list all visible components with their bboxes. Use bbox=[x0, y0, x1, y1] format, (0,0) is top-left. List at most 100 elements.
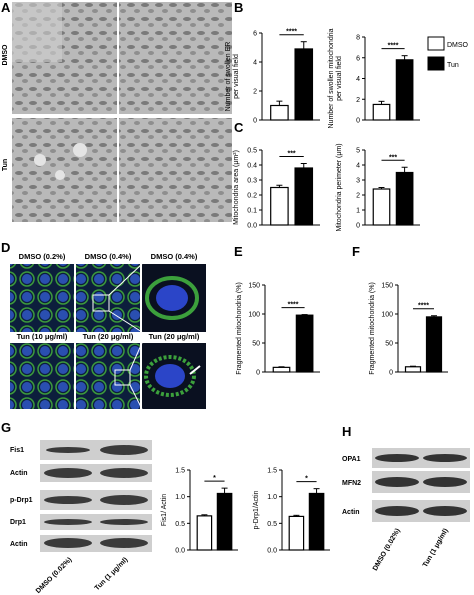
row-label: Tun bbox=[2, 159, 9, 171]
y-tick-label: 0 bbox=[256, 370, 260, 377]
image-label: Tun (20 μg/ml) bbox=[149, 332, 200, 341]
y-tick-label: 3 bbox=[356, 178, 360, 185]
bar bbox=[216, 492, 233, 551]
y-axis-label: Number of swollen mitochondria bbox=[328, 28, 335, 128]
bar bbox=[196, 515, 213, 551]
bar bbox=[395, 171, 414, 226]
y-tick-label: 0.4 bbox=[247, 163, 257, 170]
y-tick-label: 1 bbox=[356, 208, 360, 215]
image-label: Tun (20 μg/ml) bbox=[83, 332, 134, 341]
panel-label: G bbox=[1, 420, 11, 435]
y-tick-label: 150 bbox=[381, 283, 393, 290]
bar bbox=[288, 515, 305, 551]
y-tick-label: 0.5 bbox=[175, 521, 185, 528]
western-blots bbox=[372, 448, 470, 522]
panel-label: A bbox=[1, 0, 11, 15]
image-label: DMSO (0.4%) bbox=[151, 252, 198, 261]
bar bbox=[395, 59, 414, 121]
lane-label: DMSO (0.02%) bbox=[35, 556, 74, 595]
em-images bbox=[12, 2, 232, 222]
blot-label: p-Drp1 bbox=[10, 497, 33, 504]
blot-label: Actin bbox=[10, 470, 28, 477]
y-axis-label: Fragmented mitochondria (%) bbox=[369, 282, 376, 375]
legend-swatch bbox=[427, 36, 445, 51]
y-tick-label: 1.0 bbox=[175, 494, 185, 501]
y-axis-label: Mitochondria area (μm²) bbox=[233, 150, 240, 225]
y-tick-label: 0 bbox=[356, 118, 360, 125]
y-tick-label: 5 bbox=[356, 148, 360, 155]
bar bbox=[308, 492, 325, 551]
y-tick-label: 0 bbox=[356, 223, 360, 230]
image-label: DMSO (0.2%) bbox=[19, 252, 66, 261]
significance: * bbox=[305, 476, 308, 483]
y-tick-label: 2 bbox=[356, 97, 360, 104]
legend-swatch bbox=[427, 56, 445, 71]
panel-label: F bbox=[352, 244, 360, 259]
blot-label: Drp1 bbox=[10, 519, 26, 526]
legend-label: DMSO bbox=[447, 42, 469, 49]
significance: *** bbox=[389, 154, 397, 161]
lane-label: Tun (1 μg/ml) bbox=[94, 556, 130, 592]
y-tick-label: 100 bbox=[381, 312, 393, 319]
y-tick-label: 0.0 bbox=[267, 548, 277, 555]
y-axis-label: Number of swollen ER bbox=[225, 42, 232, 112]
y-axis-label: Fragmented mitochondria (%) bbox=[236, 282, 243, 375]
y-tick-label: 8 bbox=[356, 35, 360, 42]
bar bbox=[425, 316, 443, 373]
image-label: DMSO (0.4%) bbox=[85, 252, 132, 261]
y-axis-label: p-Drp1/Actin bbox=[253, 490, 260, 529]
y-tick-label: 0.0 bbox=[247, 223, 257, 230]
significance: *** bbox=[287, 151, 295, 158]
panel-label: B bbox=[234, 0, 243, 15]
y-tick-label: 0.5 bbox=[247, 148, 257, 155]
western-blots bbox=[40, 440, 152, 552]
bar bbox=[372, 188, 391, 226]
panel-label: C bbox=[234, 120, 244, 135]
panel-label: H bbox=[342, 424, 351, 439]
significance: **** bbox=[418, 303, 429, 310]
y-tick-label: 6 bbox=[253, 31, 257, 38]
image-label: Tun (10 μg/ml) bbox=[17, 332, 68, 341]
bar bbox=[404, 366, 422, 373]
y-axis-label: Mitochondria perimeter (μm) bbox=[336, 143, 343, 231]
y-tick-label: 1.0 bbox=[267, 494, 277, 501]
y-tick-label: 0.5 bbox=[267, 521, 277, 528]
blot-label: OPA1 bbox=[342, 456, 361, 463]
blot-label: Fis1 bbox=[10, 447, 24, 454]
y-tick-label: 0.0 bbox=[175, 548, 185, 555]
y-axis-label: per visual field bbox=[336, 56, 343, 101]
bar bbox=[294, 167, 314, 226]
significance: * bbox=[213, 475, 216, 482]
lane-label: DMSO (0.02%) bbox=[372, 528, 402, 573]
bar bbox=[294, 48, 314, 121]
y-tick-label: 4 bbox=[253, 60, 257, 67]
y-tick-label: 150 bbox=[248, 283, 260, 290]
significance: **** bbox=[388, 43, 399, 50]
blot-label: Actin bbox=[342, 509, 360, 516]
row-label: DMSO bbox=[2, 44, 9, 66]
bar bbox=[270, 186, 289, 226]
y-tick-label: 0 bbox=[253, 118, 257, 125]
panel-label: E bbox=[234, 244, 243, 259]
legend-label: Tun bbox=[447, 62, 459, 69]
y-tick-label: 1.5 bbox=[175, 468, 185, 475]
y-tick-label: 0.3 bbox=[247, 178, 257, 185]
bar bbox=[372, 103, 391, 121]
y-tick-label: 2 bbox=[253, 89, 257, 96]
bar bbox=[272, 366, 291, 373]
y-tick-label: 4 bbox=[356, 163, 360, 170]
bar bbox=[270, 104, 289, 121]
y-tick-label: 4 bbox=[356, 76, 360, 83]
y-tick-label: 50 bbox=[385, 341, 393, 348]
y-tick-label: 100 bbox=[248, 312, 260, 319]
bar bbox=[295, 314, 314, 373]
fluorescence-images bbox=[10, 263, 206, 410]
y-tick-label: 6 bbox=[356, 55, 360, 62]
blot-label: Actin bbox=[10, 541, 28, 548]
y-tick-label: 0.1 bbox=[247, 208, 257, 215]
blot-label: MFN2 bbox=[342, 480, 361, 487]
significance: **** bbox=[288, 302, 299, 309]
lane-label: Tun (1 μg/ml) bbox=[422, 528, 450, 569]
y-axis-label: per visual field bbox=[233, 54, 240, 99]
